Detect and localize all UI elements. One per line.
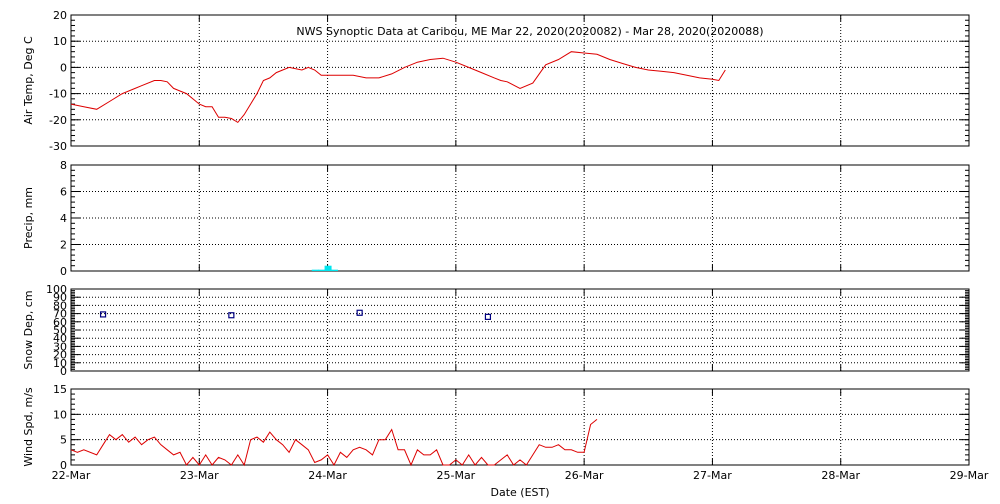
panel-frame (70, 164, 970, 272)
y-tick-label: 80 (53, 299, 67, 312)
x-tick-label: 29-Mar (950, 469, 989, 482)
x-axis-label: Date (EST) (490, 486, 549, 499)
precip-bar (318, 269, 326, 271)
x-tick-label: 25-Mar (436, 469, 475, 482)
snow-point (228, 312, 235, 319)
y-tick-label: 5 (60, 434, 67, 447)
x-tick-label: 23-Mar (180, 469, 219, 482)
precip-bar (311, 269, 319, 271)
y-tick-label: 10 (53, 357, 67, 370)
y-tick-label: 0 (60, 459, 67, 472)
y-tick-label: 20 (53, 9, 67, 22)
y-tick-label: 10 (53, 408, 67, 421)
y-tick-label: 2 (60, 239, 67, 252)
precip-bar (324, 265, 332, 271)
y-tick-label: -30 (49, 140, 67, 153)
x-tick-label: 22-Mar (52, 469, 91, 482)
y-tick-label: 30 (53, 340, 67, 353)
y-tick-label: 0 (60, 265, 67, 278)
panel-frame (70, 14, 970, 147)
y-tick-label: 0 (60, 365, 67, 378)
snow-point (356, 309, 363, 316)
y-axis-label: Wind Spd, m/s (22, 387, 35, 467)
snow-point (484, 313, 492, 320)
series-line (70, 51, 726, 124)
y-axis-label: Air Temp, Deg C (22, 36, 35, 125)
y-tick-label: 20 (53, 349, 67, 362)
x-tick-label: 26-Mar (565, 469, 604, 482)
y-tick-label: 4 (60, 212, 67, 225)
y-axis-label: Snow Dep, cm (22, 290, 35, 369)
y-tick-label: 60 (53, 316, 67, 329)
y-tick-label: 50 (53, 324, 67, 337)
chart-title: NWS Synoptic Data at Caribou, ME Mar 22,… (296, 25, 763, 38)
panel-frame (70, 288, 970, 372)
y-tick-label: 40 (53, 332, 67, 345)
precip-bar (330, 269, 338, 271)
y-tick-label: 10 (53, 35, 67, 48)
y-tick-label: 0 (60, 61, 67, 74)
x-tick-label: 27-Mar (693, 469, 732, 482)
y-tick-label: 15 (53, 383, 67, 396)
y-tick-label: -20 (49, 114, 67, 127)
x-tick-label: 28-Mar (821, 469, 860, 482)
y-tick-label: 90 (53, 291, 67, 304)
panel-frame (70, 388, 970, 466)
snow-point (99, 311, 107, 318)
y-axis-label: Precip, mm (22, 187, 35, 249)
y-tick-label: 8 (60, 159, 67, 172)
y-tick-label: 6 (60, 186, 67, 199)
x-tick-label: 24-Mar (308, 469, 347, 482)
y-tick-label: 100 (46, 283, 67, 296)
y-tick-label: 70 (53, 308, 67, 321)
series-line (70, 419, 598, 467)
y-tick-label: -10 (49, 88, 67, 101)
